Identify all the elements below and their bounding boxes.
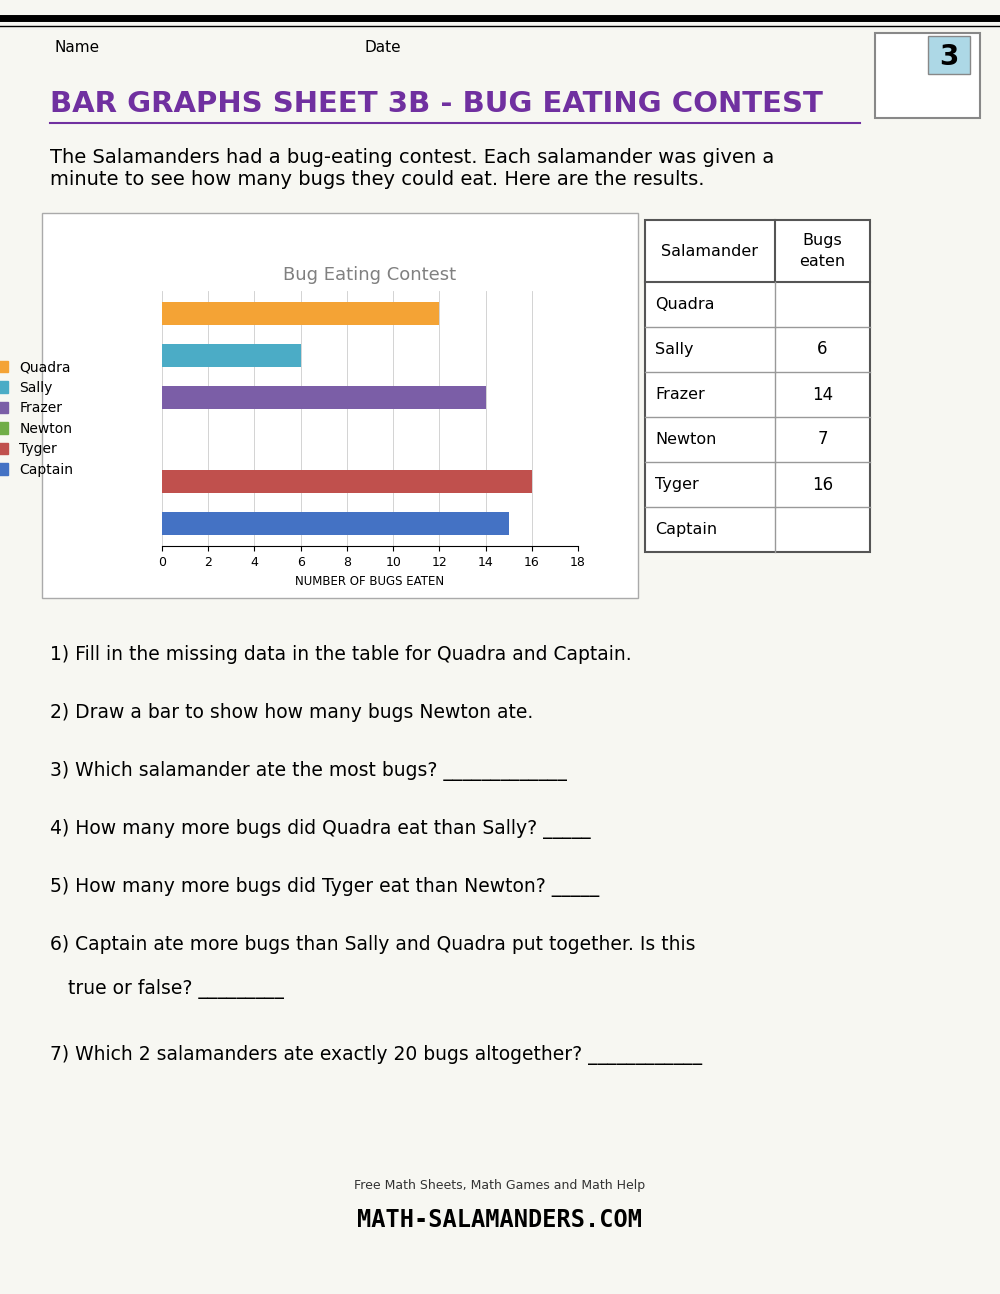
FancyBboxPatch shape — [42, 214, 638, 598]
Text: Tyger: Tyger — [655, 477, 699, 492]
Text: 1) Fill in the missing data in the table for Quadra and Captain.: 1) Fill in the missing data in the table… — [50, 644, 632, 664]
Bar — [162, 386, 486, 409]
Text: 7) Which 2 salamanders ate exactly 20 bugs altogether? ____________: 7) Which 2 salamanders ate exactly 20 bu… — [50, 1046, 702, 1065]
Text: MATH-SALAMANDERS.COM: MATH-SALAMANDERS.COM — [358, 1209, 642, 1232]
Text: Bugs: Bugs — [803, 233, 842, 247]
Text: 16: 16 — [812, 475, 833, 493]
Text: Date: Date — [365, 40, 402, 56]
Text: BAR GRAPHS SHEET 3B - BUG EATING CONTEST: BAR GRAPHS SHEET 3B - BUG EATING CONTEST — [50, 91, 823, 118]
Text: 14: 14 — [812, 386, 833, 404]
Bar — [162, 344, 301, 367]
FancyBboxPatch shape — [645, 220, 870, 553]
Text: Sally: Sally — [655, 342, 694, 357]
FancyBboxPatch shape — [928, 36, 970, 74]
FancyBboxPatch shape — [875, 34, 980, 118]
Text: 6) Captain ate more bugs than Sally and Quadra put together. Is this

   true or: 6) Captain ate more bugs than Sally and … — [50, 936, 696, 999]
Text: Frazer: Frazer — [655, 387, 705, 402]
Legend: Quadra, Sally, Frazer, Newton, Tyger, Captain: Quadra, Sally, Frazer, Newton, Tyger, Ca… — [0, 360, 73, 476]
Text: 3: 3 — [939, 43, 959, 71]
Text: 5) How many more bugs did Tyger eat than Newton? _____: 5) How many more bugs did Tyger eat than… — [50, 877, 599, 897]
Text: Quadra: Quadra — [655, 298, 714, 312]
Bar — [162, 511, 509, 534]
Bar — [162, 470, 532, 493]
Text: Salamander: Salamander — [662, 243, 759, 259]
Text: 3) Which salamander ate the most bugs? _____________: 3) Which salamander ate the most bugs? _… — [50, 761, 567, 782]
Title: Bug Eating Contest: Bug Eating Contest — [283, 265, 457, 283]
Text: eaten: eaten — [799, 255, 846, 269]
X-axis label: NUMBER OF BUGS EATEN: NUMBER OF BUGS EATEN — [295, 575, 445, 587]
Text: Captain: Captain — [655, 521, 717, 537]
Text: Name: Name — [55, 40, 100, 56]
Text: Newton: Newton — [655, 432, 716, 446]
Text: The Salamanders had a bug-eating contest. Each salamander was given a
minute to : The Salamanders had a bug-eating contest… — [50, 148, 774, 189]
Bar — [162, 303, 439, 325]
Text: 7: 7 — [817, 431, 828, 449]
Text: 2) Draw a bar to show how many bugs Newton ate.: 2) Draw a bar to show how many bugs Newt… — [50, 703, 533, 722]
Text: Free Math Sheets, Math Games and Math Help: Free Math Sheets, Math Games and Math He… — [354, 1179, 646, 1192]
Text: 6: 6 — [817, 340, 828, 358]
Text: 4) How many more bugs did Quadra eat than Sally? _____: 4) How many more bugs did Quadra eat tha… — [50, 819, 591, 839]
